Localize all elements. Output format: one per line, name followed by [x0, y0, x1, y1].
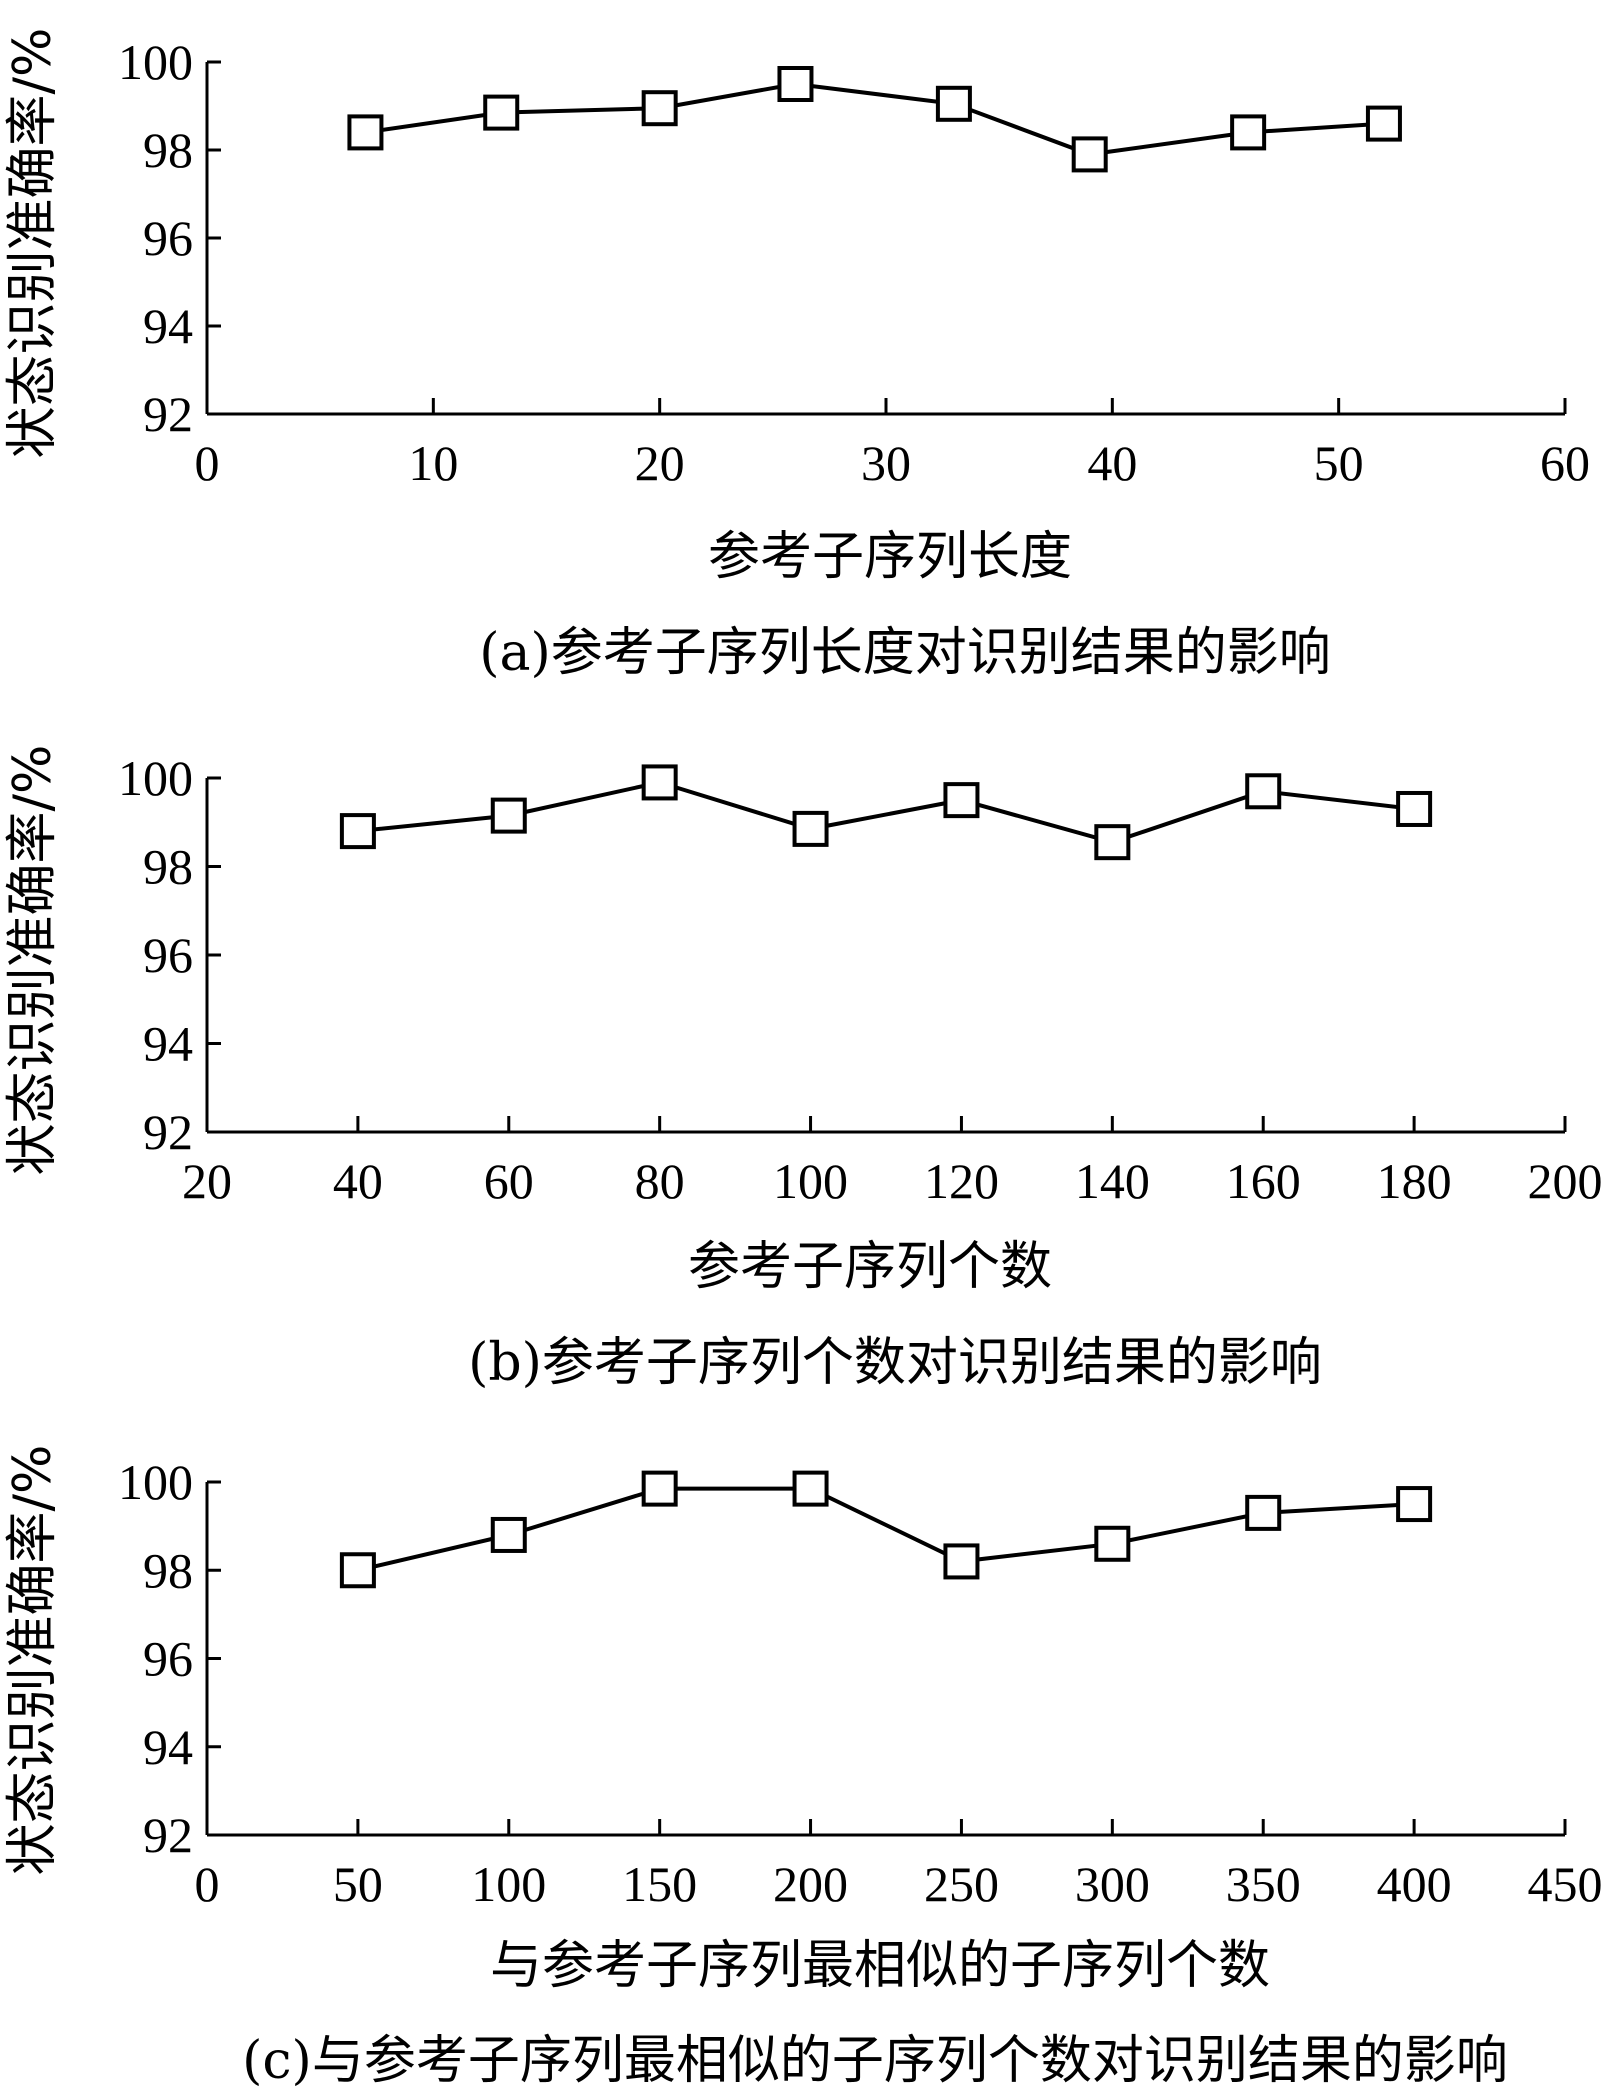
y-tick-label-a: 92 — [143, 386, 193, 442]
data-point-a — [935, 85, 972, 122]
caption-c: (c)与参考子序列最相似的子序列个数对识别结果的影响 — [242, 2031, 1508, 2091]
caption-b: (b)参考子序列个数对识别结果的影响 — [468, 1333, 1322, 1393]
caption-a: (a)参考子序列长度对识别结果的影响 — [479, 623, 1331, 683]
x-tick-label-c: 200 — [773, 1856, 848, 1912]
data-point-c — [490, 1516, 527, 1553]
x-tick-label-a: 20 — [635, 435, 685, 491]
data-point-c — [943, 1543, 980, 1580]
data-point-a — [483, 94, 520, 131]
y-tick-label-b: 100 — [118, 750, 193, 806]
y-tick-label-a: 94 — [143, 298, 193, 354]
x-tick-label-b: 180 — [1377, 1153, 1452, 1209]
data-point-c — [792, 1470, 829, 1507]
data-point-b — [1396, 790, 1433, 827]
x-tick-label-c: 400 — [1377, 1856, 1452, 1912]
x-tick-label-c: 300 — [1075, 1856, 1150, 1912]
x-tick-label-c: 50 — [333, 1856, 383, 1912]
x-tick-label-b: 100 — [773, 1153, 848, 1209]
data-point-c — [339, 1552, 376, 1589]
data-point-a — [1230, 114, 1267, 151]
y-tick-label-c: 92 — [143, 1807, 193, 1863]
y-tick-label-b: 98 — [143, 839, 193, 895]
data-point-c — [1094, 1525, 1131, 1562]
x-tick-label-a: 40 — [1087, 435, 1137, 491]
data-point-b — [1094, 824, 1131, 861]
y-tick-label-a: 96 — [143, 210, 193, 266]
x-tick-label-b: 20 — [182, 1153, 232, 1209]
x-tick-label-b: 40 — [333, 1153, 383, 1209]
x-tick-label-b: 60 — [484, 1153, 534, 1209]
data-point-c — [1245, 1494, 1282, 1531]
series-line-a — [365, 81, 1385, 157]
x-tick-label-c: 0 — [195, 1856, 220, 1912]
data-point-b — [792, 810, 829, 847]
y-axis-title-c: 状态识别准确率/% — [3, 1445, 63, 1876]
y-tick-label-a: 98 — [143, 122, 193, 178]
series-line-b — [357, 780, 1415, 845]
data-point-b — [339, 813, 376, 850]
x-tick-label-a: 50 — [1314, 435, 1364, 491]
data-point-b — [943, 782, 980, 819]
data-point-a — [1365, 105, 1402, 142]
x-axis-title-c: 与参考子序列最相似的子序列个数 — [490, 1936, 1270, 1996]
plot-area-a: 92 94 96 98 100 0 10 20 30 40 50 60 — [118, 34, 1590, 491]
x-tick-label-c: 150 — [622, 1856, 697, 1912]
x-tick-label-a: 30 — [861, 435, 911, 491]
y-axis-title-b: 状态识别准确率/% — [3, 745, 63, 1176]
x-axis-title-b: 参考子序列个数 — [688, 1237, 1052, 1297]
y-tick-label-b: 92 — [143, 1104, 193, 1160]
chart-panel-a: 92 94 96 98 100 0 10 20 30 40 50 60 状态识别准确率/% 参考子序列… — [3, 28, 1590, 683]
data-point-c — [641, 1470, 678, 1507]
y-tick-label-c: 94 — [143, 1719, 193, 1775]
x-tick-label-a: 0 — [195, 435, 220, 491]
data-point-c — [1396, 1486, 1433, 1523]
chart-panel-b: 92 94 96 98 100 20 40 60 80 100 120 140 160 180 200 状态… — [3, 745, 1603, 1393]
series-line-c — [357, 1486, 1415, 1573]
y-tick-label-b: 96 — [143, 927, 193, 983]
y-tick-label-c: 98 — [143, 1542, 193, 1598]
y-axis-title-a: 状态识别准确率/% — [3, 28, 63, 459]
data-point-b — [641, 764, 678, 801]
plot-area-c: 92 94 96 98 100 0 50 100 150 200 250 300 350 400 450 — [118, 1454, 1603, 1912]
data-point-b — [1245, 773, 1282, 810]
x-tick-label-b: 140 — [1075, 1153, 1150, 1209]
x-axis-title-a: 参考子序列长度 — [708, 527, 1072, 587]
x-tick-label-b: 160 — [1226, 1153, 1301, 1209]
x-tick-label-c: 350 — [1226, 1856, 1301, 1912]
y-tick-label-b: 94 — [143, 1016, 193, 1072]
x-tick-label-b: 120 — [924, 1153, 999, 1209]
data-point-a — [777, 66, 814, 102]
y-tick-label-c: 96 — [143, 1631, 193, 1687]
x-tick-label-c: 450 — [1528, 1856, 1603, 1912]
x-tick-label-a: 60 — [1540, 435, 1590, 491]
plot-area-b: 92 94 96 98 100 20 40 60 80 100 120 140 160 180 200 — [118, 750, 1603, 1209]
x-tick-label-a: 10 — [408, 435, 458, 491]
data-point-b — [490, 797, 527, 834]
y-tick-label-c: 100 — [118, 1454, 193, 1510]
x-tick-label-b: 200 — [1528, 1153, 1603, 1209]
chart-panel-c: 92 94 96 98 100 0 50 100 150 200 250 300 350 400 450 状… — [3, 1445, 1603, 2091]
x-tick-label-c: 100 — [471, 1856, 546, 1912]
data-point-a — [347, 114, 384, 151]
x-tick-label-c: 250 — [924, 1856, 999, 1912]
data-point-a — [641, 90, 678, 127]
data-point-a — [1071, 136, 1108, 173]
y-tick-label-a: 100 — [118, 34, 193, 90]
x-tick-label-b: 80 — [635, 1153, 685, 1209]
